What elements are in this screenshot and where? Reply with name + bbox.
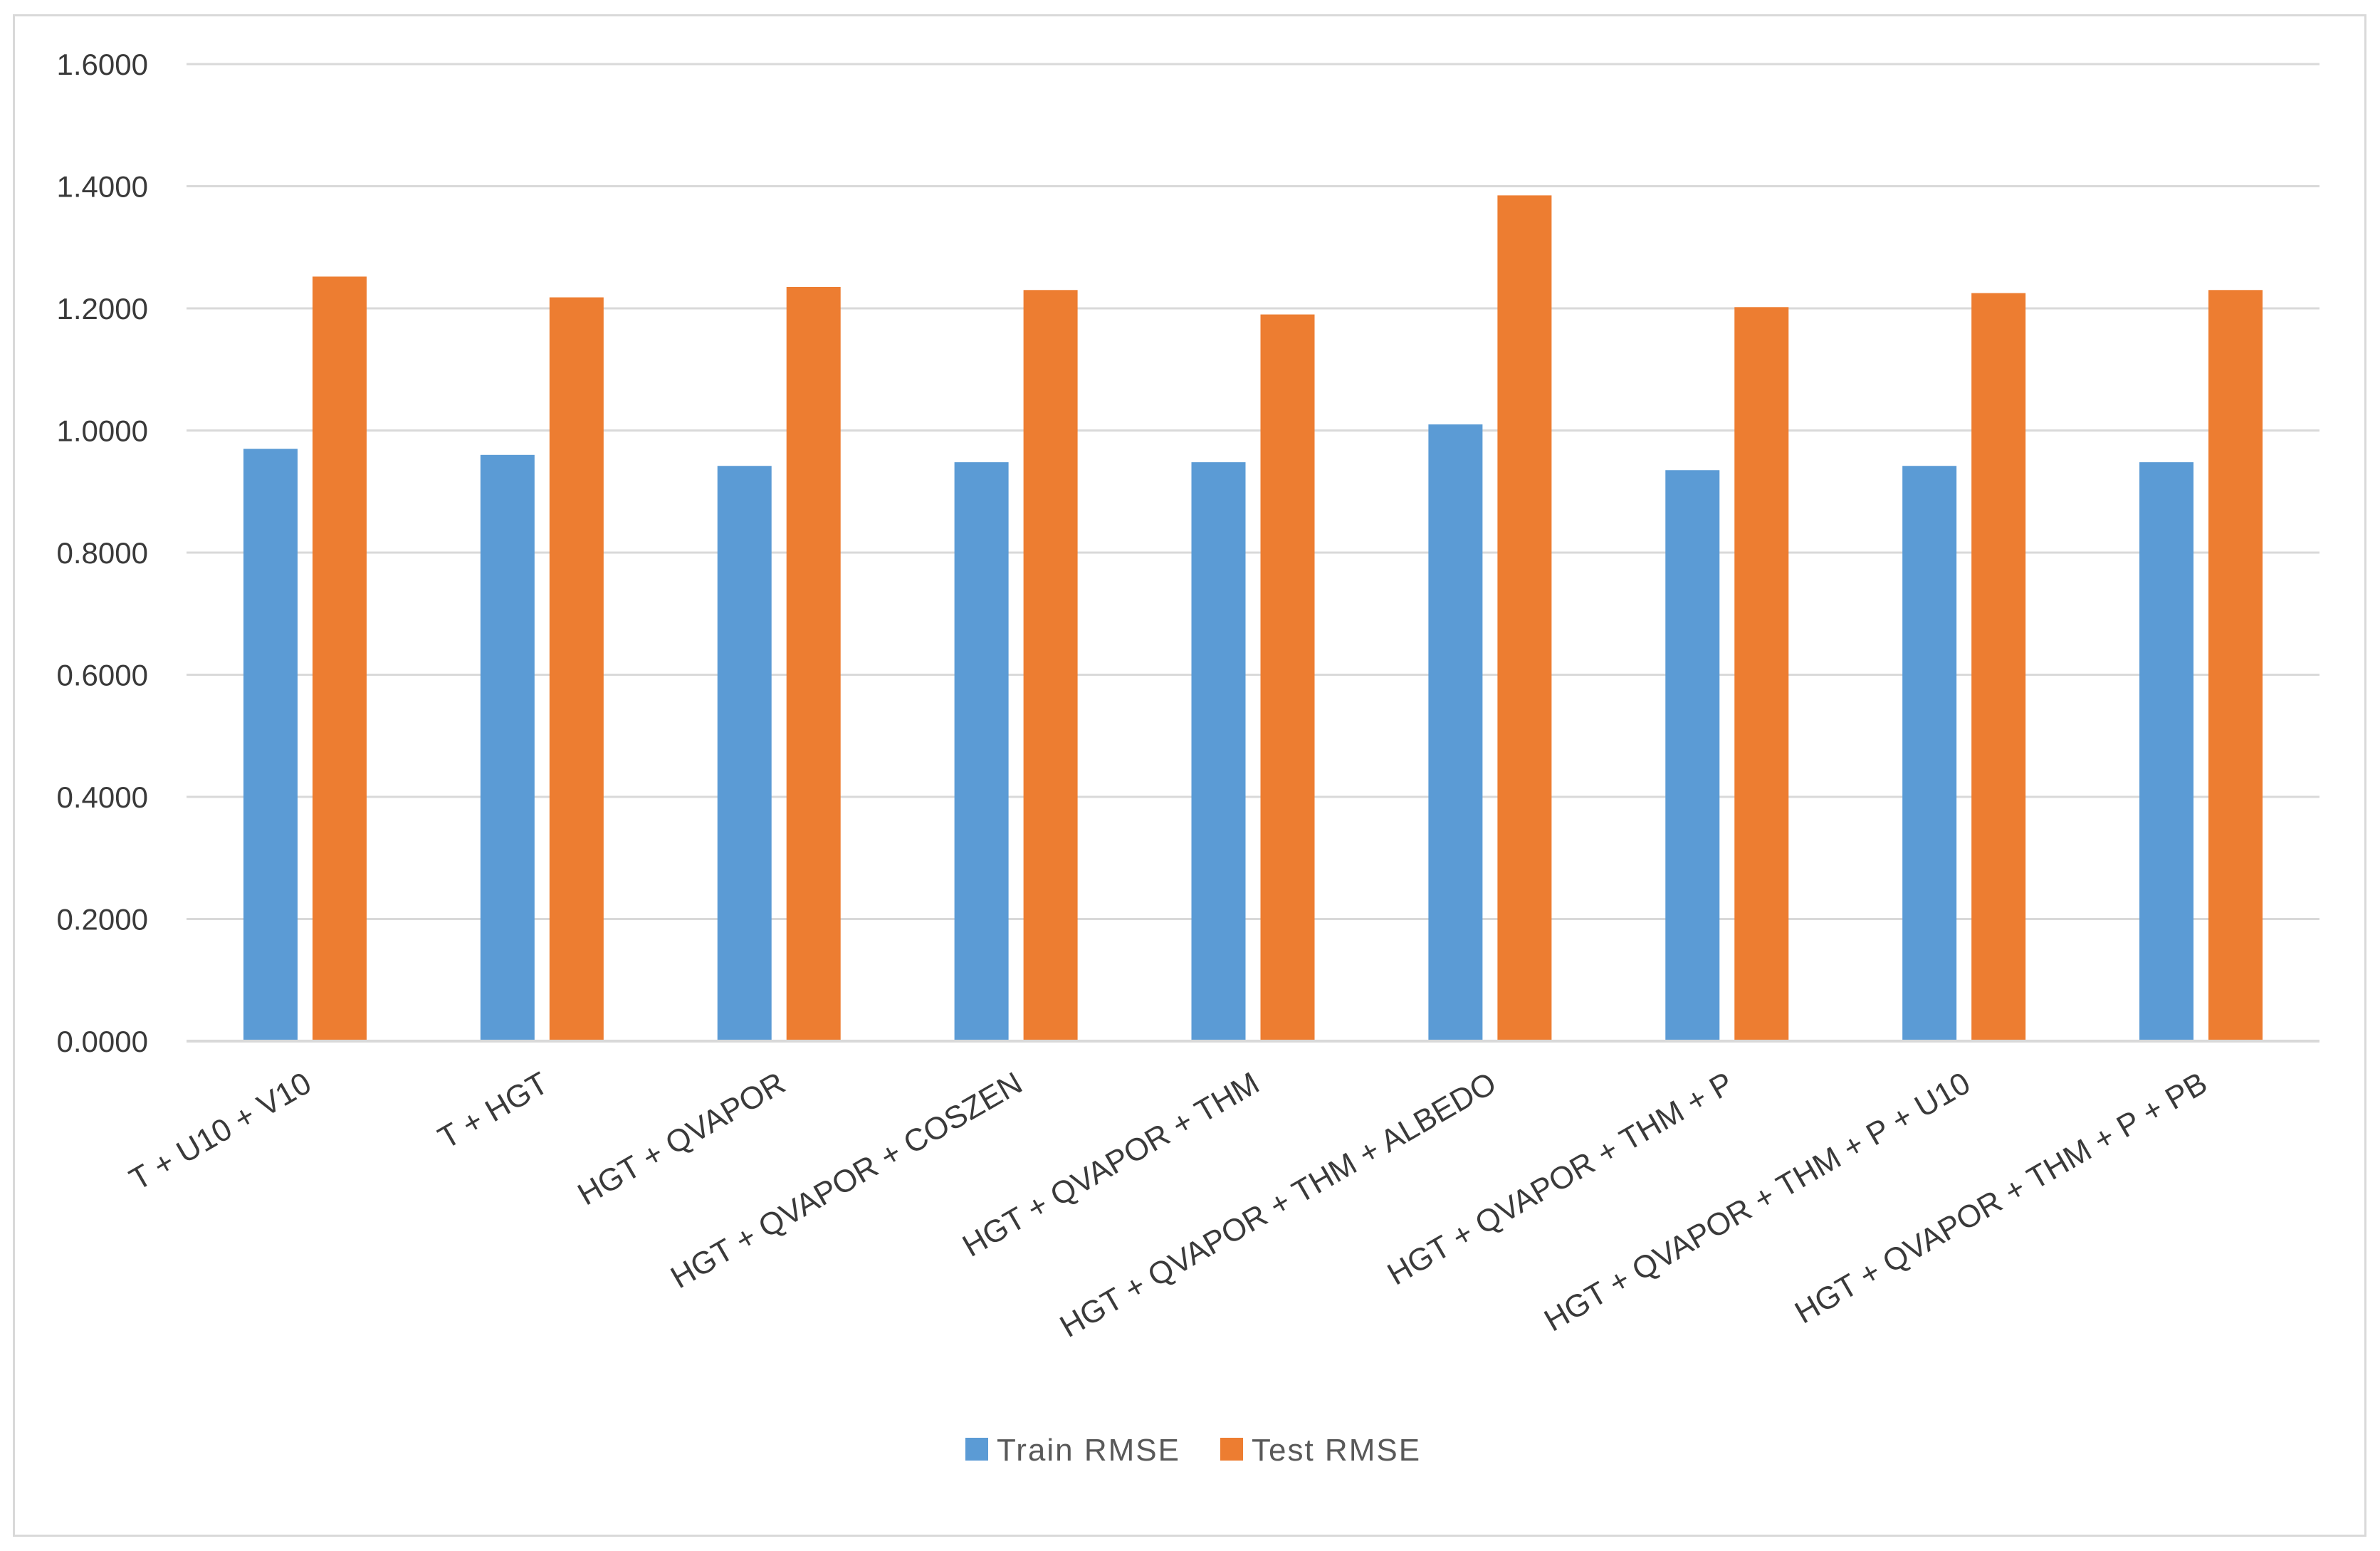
y-tick-label: 0.0000: [57, 1025, 148, 1058]
bars: [243, 195, 2263, 1042]
train-rmse-bar: [1428, 424, 1483, 1041]
train-rmse-bar: [1902, 466, 1957, 1041]
train-rmse-bar: [243, 449, 298, 1041]
x-axis-category-labels: T + U10 + V10 T + HGT HGT + QVAPOR HGT + QV…: [124, 1065, 2213, 1344]
x-category-label: T + HGT: [432, 1065, 554, 1156]
test-rmse-bar: [1497, 195, 1552, 1041]
y-tick-label: 1.2000: [57, 292, 148, 325]
test-rmse-bar: [1260, 314, 1315, 1041]
gridlines: [187, 63, 2319, 920]
y-tick-label: 0.2000: [57, 903, 148, 936]
train-rmse-bar: [1191, 462, 1246, 1041]
x-category-label: T + U10 + V10: [124, 1065, 318, 1197]
legend-label-train: Train RMSE: [997, 1433, 1180, 1468]
legend-swatch-train: [965, 1438, 988, 1461]
x-category-label: HGT + QVAPOR + THM + P + PB: [1789, 1065, 2213, 1330]
y-tick-label: 0.4000: [57, 780, 148, 814]
train-rmse-bar: [954, 462, 1009, 1041]
y-tick-label: 1.6000: [57, 48, 148, 81]
y-axis-tick-labels: 0.0000 0.2000 0.4000 0.6000 0.8000 1.0000 1.20…: [57, 48, 148, 1058]
test-rmse-bar: [2208, 290, 2263, 1041]
train-rmse-bar: [480, 454, 535, 1041]
train-rmse-bar: [1665, 470, 1720, 1041]
test-rmse-bar: [1971, 293, 2026, 1041]
y-tick-label: 0.6000: [57, 659, 148, 692]
test-rmse-bar: [312, 276, 367, 1041]
y-tick-label: 0.8000: [57, 536, 148, 570]
test-rmse-bar: [1023, 290, 1078, 1041]
x-category-label: HGT + QVAPOR: [572, 1065, 791, 1212]
y-tick-label: 1.0000: [57, 414, 148, 448]
train-rmse-bar: [717, 466, 772, 1041]
y-tick-label: 1.4000: [57, 170, 148, 204]
train-rmse-bar: [2139, 462, 2194, 1041]
test-rmse-bar: [786, 286, 841, 1041]
legend: Train RMSE Test RMSE: [965, 1433, 1421, 1468]
x-category-label: HGT + QVAPOR + THM + P + U10: [1538, 1065, 1976, 1338]
x-category-label: HGT + QVAPOR + THM + ALBEDO: [1054, 1065, 1502, 1344]
test-rmse-bar: [1734, 307, 1789, 1041]
legend-label-test: Test RMSE: [1252, 1433, 1421, 1468]
legend-swatch-test: [1220, 1438, 1243, 1461]
test-rmse-bar: [549, 297, 604, 1042]
